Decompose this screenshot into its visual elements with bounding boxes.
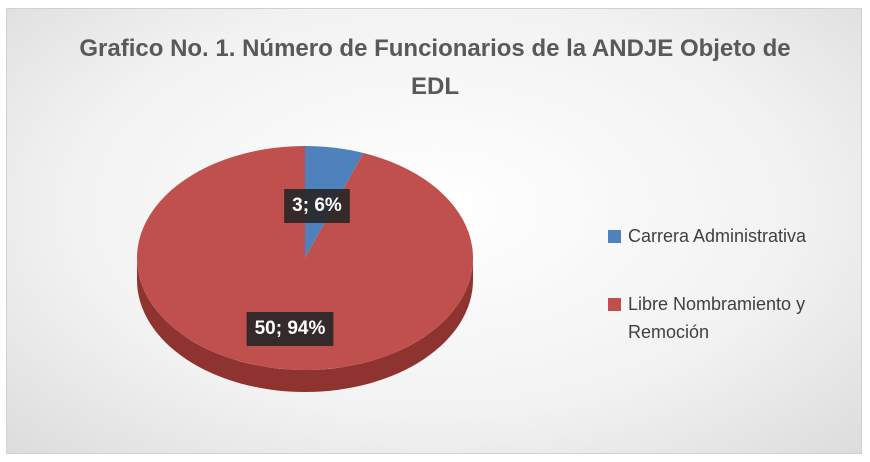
pie-side — [137, 258, 473, 392]
legend: Carrera Administrativa Libre Nombramiento… — [608, 222, 858, 386]
legend-item: Carrera Administrativa — [608, 222, 848, 250]
data-label-box — [284, 189, 350, 223]
chart-title: Grafico No. 1. Número de Funcionarios de… — [79, 35, 791, 100]
pie-slice — [136, 146, 473, 371]
data-label-box — [246, 312, 334, 346]
legend-label: Carrera Administrativa — [628, 226, 807, 246]
legend-swatch — [608, 298, 621, 311]
legend-label: Libre Nombramiento y Remoción — [628, 294, 806, 342]
legend-swatch — [608, 230, 621, 243]
data-label: 50; 94% — [255, 318, 326, 339]
data-label: 3; 6% — [292, 195, 342, 216]
legend-item: Libre Nombramiento y Remoción — [608, 290, 848, 346]
